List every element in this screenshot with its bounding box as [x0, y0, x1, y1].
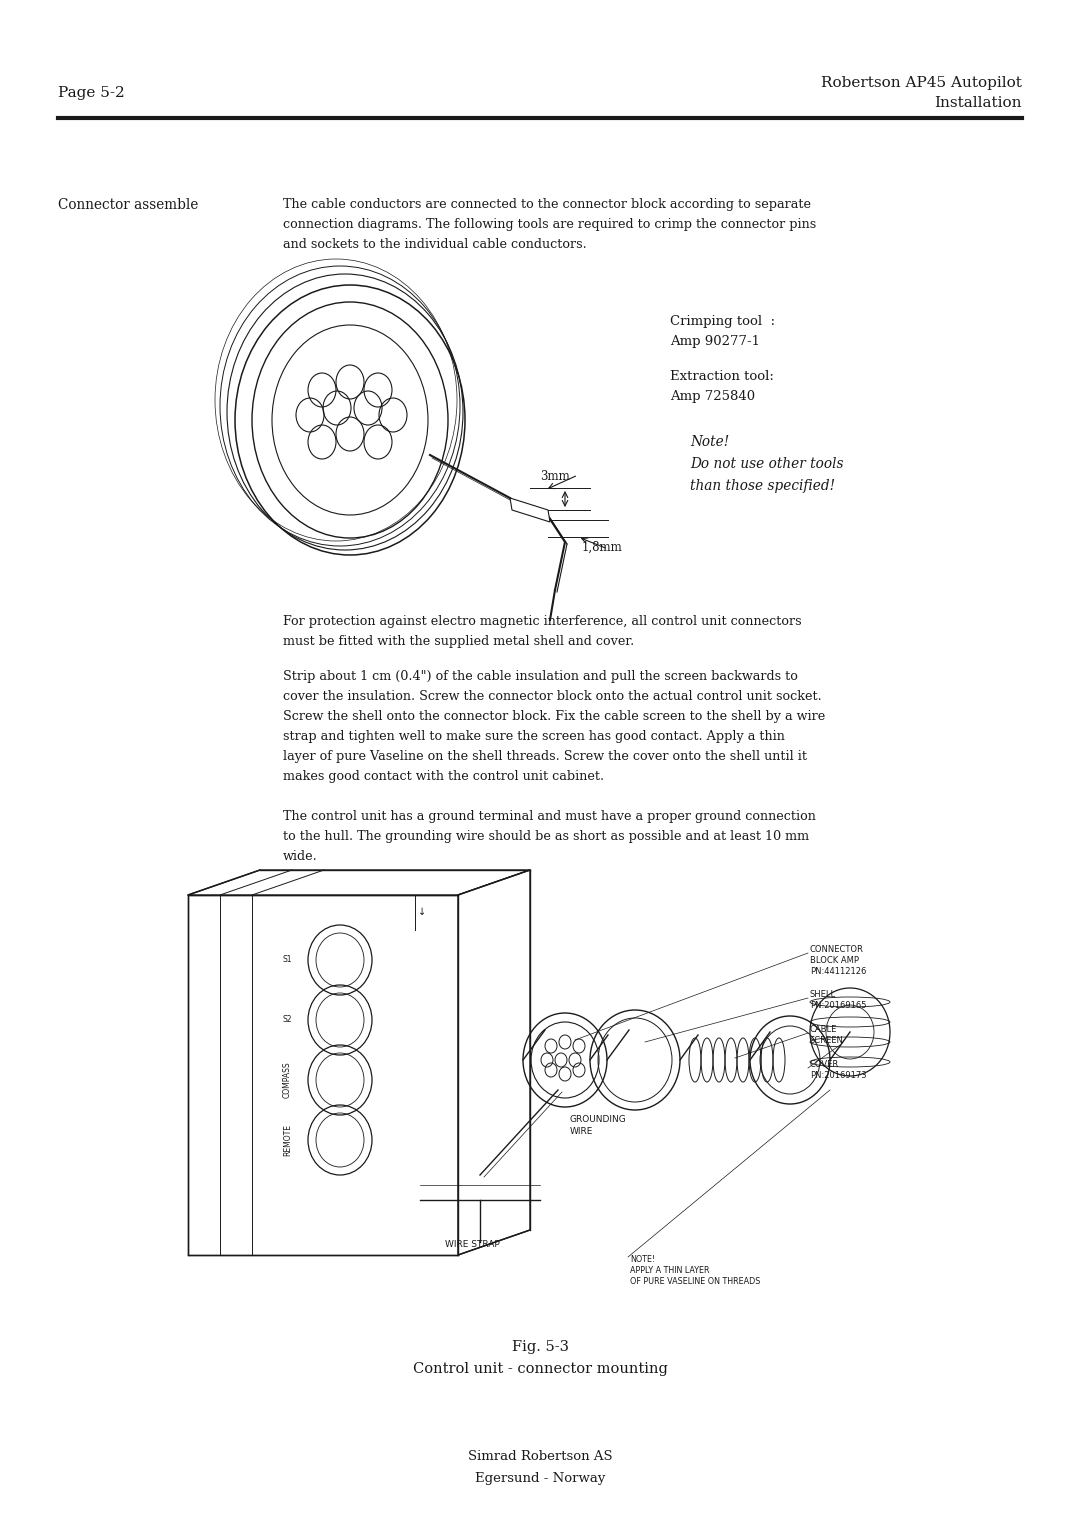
Text: Control unit - connector mounting: Control unit - connector mounting: [413, 1361, 667, 1377]
Text: The control unit has a ground terminal and must have a proper ground connection: The control unit has a ground terminal a…: [283, 810, 815, 824]
Text: Egersund - Norway: Egersund - Norway: [475, 1471, 605, 1485]
Text: Fig. 5-3: Fig. 5-3: [512, 1340, 568, 1354]
Text: and sockets to the individual cable conductors.: and sockets to the individual cable cond…: [283, 238, 586, 251]
Text: strap and tighten well to make sure the screen has good contact. Apply a thin: strap and tighten well to make sure the …: [283, 730, 785, 743]
Text: Simrad Robertson AS: Simrad Robertson AS: [468, 1450, 612, 1462]
Text: REMOTE: REMOTE: [283, 1125, 292, 1157]
Text: The cable conductors are connected to the connector block according to separate: The cable conductors are connected to th…: [283, 199, 811, 211]
Text: Robertson AP45 Autopilot: Robertson AP45 Autopilot: [821, 76, 1022, 90]
Text: CONNECTOR
BLOCK AMP
PN:44112126: CONNECTOR BLOCK AMP PN:44112126: [810, 944, 866, 976]
Polygon shape: [188, 895, 458, 1254]
Text: COMPASS: COMPASS: [283, 1062, 292, 1099]
Text: 3mm: 3mm: [540, 471, 570, 483]
Text: S1: S1: [283, 955, 292, 964]
Text: makes good contact with the control unit cabinet.: makes good contact with the control unit…: [283, 770, 604, 782]
Text: wide.: wide.: [283, 850, 318, 863]
Text: ↓: ↓: [418, 908, 427, 917]
Text: connection diagrams. The following tools are required to crimp the connector pin: connection diagrams. The following tools…: [283, 219, 816, 231]
Text: Connector assemble: Connector assemble: [58, 199, 199, 212]
Text: to the hull. The grounding wire should be as short as possible and at least 10 m: to the hull. The grounding wire should b…: [283, 830, 809, 843]
Text: Amp 90277-1: Amp 90277-1: [670, 335, 760, 348]
Text: For protection against electro magnetic interference, all control unit connector: For protection against electro magnetic …: [283, 614, 801, 628]
Text: COVER
PN:20169173: COVER PN:20169173: [810, 1060, 866, 1080]
Text: SHELL
PN:20169165: SHELL PN:20169165: [810, 990, 866, 1010]
Text: GROUNDING
WIRE: GROUNDING WIRE: [570, 1115, 626, 1135]
Text: Note!: Note!: [690, 435, 729, 449]
Text: cover the insulation. Screw the connector block onto the actual control unit soc: cover the insulation. Screw the connecto…: [283, 691, 822, 703]
Text: Screw the shell onto the connector block. Fix the cable screen to the shell by a: Screw the shell onto the connector block…: [283, 711, 825, 723]
Polygon shape: [510, 498, 550, 523]
Text: 1,8mm: 1,8mm: [582, 541, 623, 555]
Text: NOTE!
APPLY A THIN LAYER
OF PURE VASELINE ON THREADS: NOTE! APPLY A THIN LAYER OF PURE VASELIN…: [630, 1254, 760, 1287]
Polygon shape: [188, 869, 530, 895]
Text: CABLE
SCREEN: CABLE SCREEN: [810, 1025, 843, 1045]
Text: S2: S2: [283, 1016, 292, 1024]
Text: Do not use other tools: Do not use other tools: [690, 457, 843, 471]
Text: layer of pure Vaseline on the shell threads. Screw the cover onto the shell unti: layer of pure Vaseline on the shell thre…: [283, 750, 807, 762]
Text: Strip about 1 cm (0.4") of the cable insulation and pull the screen backwards to: Strip about 1 cm (0.4") of the cable ins…: [283, 669, 798, 683]
Text: WIRE STRAP: WIRE STRAP: [445, 1241, 500, 1248]
Text: Crimping tool  :: Crimping tool :: [670, 315, 775, 329]
Text: than those specified!: than those specified!: [690, 478, 835, 494]
Text: Page 5-2: Page 5-2: [58, 86, 125, 99]
Text: Amp 725840: Amp 725840: [670, 390, 755, 403]
Text: must be fitted with the supplied metal shell and cover.: must be fitted with the supplied metal s…: [283, 636, 634, 648]
Text: Installation: Installation: [934, 96, 1022, 110]
Text: Extraction tool:: Extraction tool:: [670, 370, 774, 384]
Polygon shape: [458, 869, 530, 1254]
